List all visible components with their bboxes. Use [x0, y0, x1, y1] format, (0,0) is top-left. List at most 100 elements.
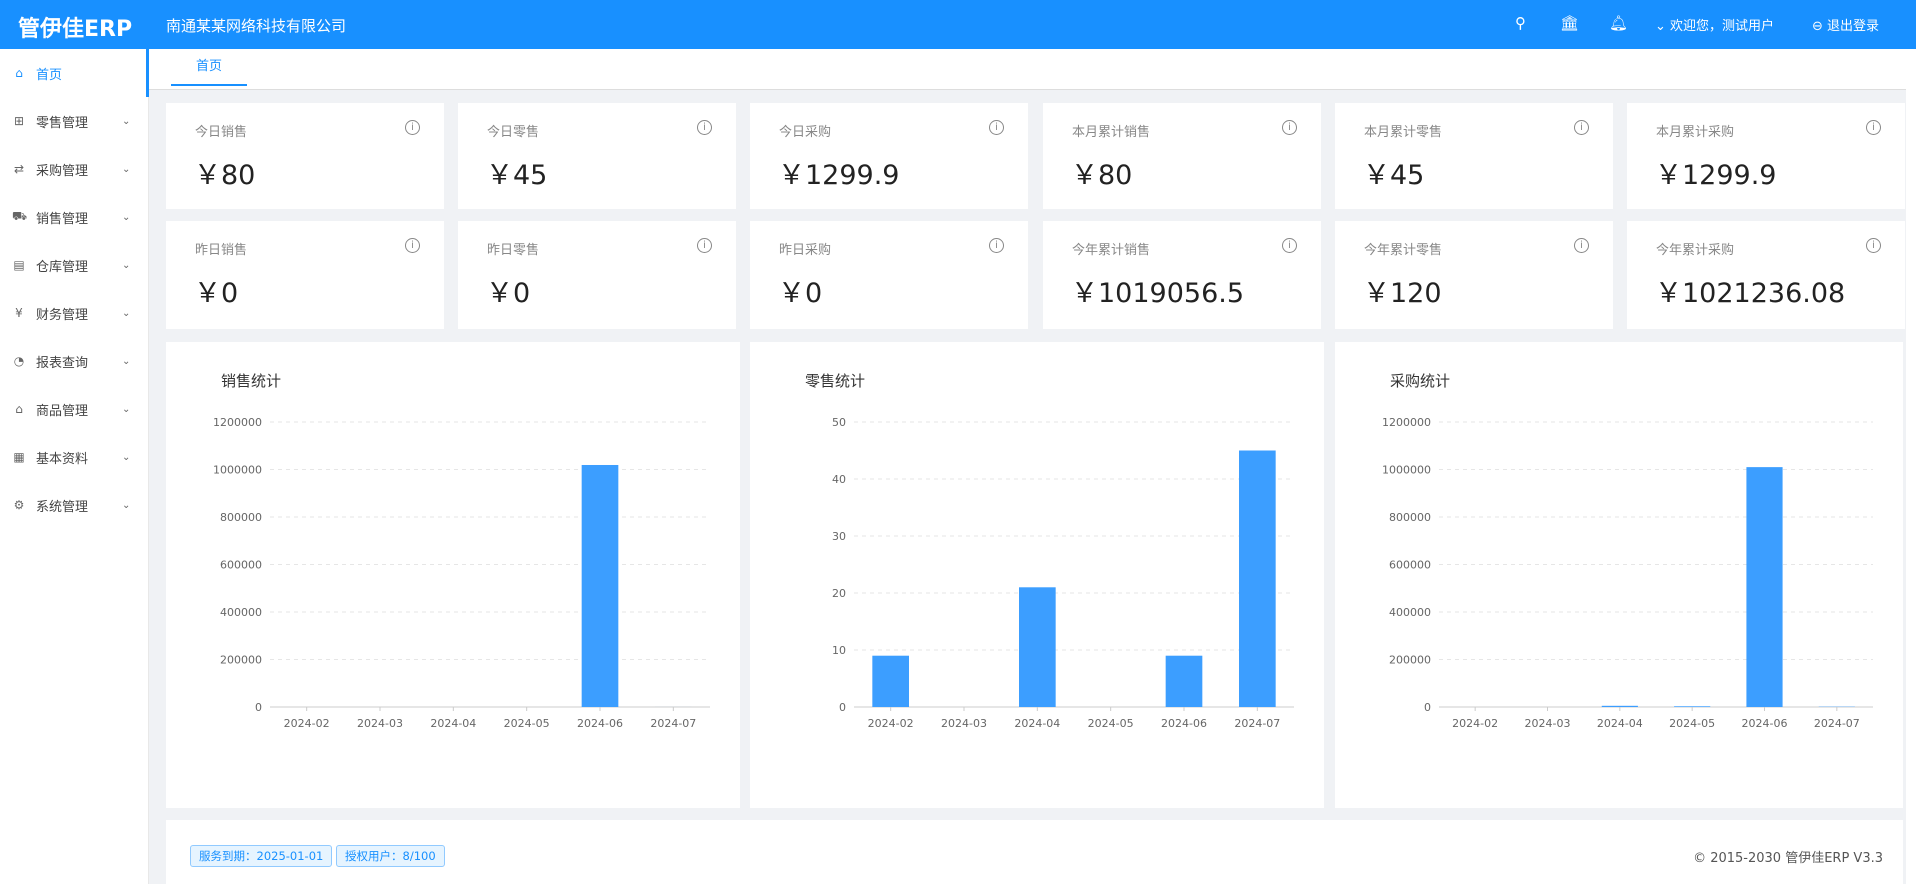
info-icon[interactable]: i	[405, 120, 420, 135]
sidebar-item-label: 仓库管理	[36, 259, 89, 275]
y-tick-label: 800000	[220, 511, 262, 524]
x-tick-label: 2024-04	[1014, 717, 1060, 730]
bar-chart: 0 200000 400000 600000 800000 1000000 1200000 2…	[213, 416, 710, 730]
tab-home[interactable]: 首页	[171, 49, 247, 86]
x-tick-label: 2024-07	[1234, 717, 1280, 730]
company-name: 南通某某网络科技有限公司	[166, 17, 347, 35]
bar[interactable]	[1019, 587, 1056, 707]
x-tick-label: 2024-04	[430, 717, 476, 730]
y-tick-label: 1000000	[1382, 464, 1431, 477]
sidebar-item-label: 首页	[36, 67, 63, 83]
sidebar-item-8[interactable]: ▦ 基本资料 ⌄	[0, 433, 149, 481]
bar[interactable]	[1165, 655, 1203, 707]
setting-icon: ⚙	[13, 498, 25, 512]
stat-title: 昨日采购	[779, 243, 832, 258]
logout-button[interactable]: ⊖ 退出登录	[1812, 15, 1879, 34]
x-tick-label: 2024-05	[1669, 717, 1715, 730]
y-tick-label: 1000000	[213, 464, 262, 477]
app-logo[interactable]: 管伊佳ERP	[18, 17, 133, 42]
y-tick-label: 400000	[1389, 606, 1431, 619]
bank-icon[interactable]: 🏛︎	[1560, 14, 1580, 32]
scrollbar[interactable]	[1906, 49, 1916, 884]
logout-label: 退出登录	[1827, 19, 1880, 34]
y-tick-label: 20	[832, 587, 846, 600]
stat-value: ￥1299.9	[1655, 160, 1777, 191]
bar[interactable]	[1601, 705, 1638, 707]
stat-card: 昨日零售 i ￥0	[458, 221, 736, 329]
chevron-down-icon: ⌄	[122, 451, 131, 463]
stat-value: ￥45	[1363, 160, 1425, 191]
stat-value: ￥1019056.5	[1071, 278, 1245, 309]
x-tick-label: 2024-03	[1525, 717, 1571, 730]
sidebar-item-9[interactable]: ⚙ 系统管理 ⌄	[0, 481, 149, 529]
x-tick-label: 2024-06	[1742, 717, 1788, 730]
x-tick-label: 2024-06	[577, 717, 623, 730]
chevron-down-icon: ⌄	[122, 163, 131, 175]
x-tick-label: 2024-03	[941, 717, 987, 730]
sidebar-item-3[interactable]: ⛟ 销售管理 ⌄	[0, 193, 149, 241]
stat-value: ￥120	[1363, 278, 1442, 309]
stat-value: ￥0	[778, 278, 823, 309]
bar-chart: 0 10 20 30 40 50 2024-02 2024-03 2024-04 2024-05 2…	[832, 416, 1294, 730]
y-tick-label: 200000	[1389, 654, 1431, 667]
footer: 服务到期：2025-01-01 授权用户：8/100 © 2015-2030 管…	[166, 820, 1903, 884]
sidebar-item-6[interactable]: ◔ 报表查询 ⌄	[0, 337, 149, 385]
info-icon[interactable]: i	[989, 238, 1004, 253]
info-icon[interactable]: i	[989, 120, 1004, 135]
chevron-down-icon: ⌄	[122, 115, 131, 127]
stat-card: 昨日销售 i ￥0	[166, 221, 444, 329]
bar[interactable]	[1746, 467, 1783, 707]
cart-icon: ⛟	[12, 209, 28, 223]
info-icon[interactable]: i	[1574, 120, 1589, 135]
sidebar-item-7[interactable]: ⌂ 商品管理 ⌄	[0, 385, 149, 433]
search-icon[interactable]: ⚲	[1515, 14, 1526, 32]
chart-panel: 销售统计 0 200000 400000 600000 800000 1000000 1200…	[166, 342, 740, 808]
info-icon[interactable]: i	[405, 238, 420, 253]
sidebar-item-4[interactable]: ▤ 仓库管理 ⌄	[0, 241, 149, 289]
sidebar-item-0[interactable]: ⌂ 首页	[0, 49, 149, 97]
chart-title: 采购统计	[1390, 372, 1451, 390]
info-icon[interactable]: i	[1282, 238, 1297, 253]
bar[interactable]	[872, 655, 909, 707]
user-menu[interactable]: ⌄ 欢迎您，测试用户	[1655, 15, 1774, 34]
stat-value: ￥0	[194, 278, 239, 309]
stat-title: 今日零售	[487, 125, 540, 140]
x-tick-label: 2024-02	[1452, 717, 1498, 730]
x-tick-label: 2024-07	[1814, 717, 1860, 730]
info-icon[interactable]: i	[697, 238, 712, 253]
sidebar-item-1[interactable]: ⊞ 零售管理 ⌄	[0, 97, 149, 145]
bell-icon[interactable]: 🔔︎	[1609, 14, 1629, 32]
stat-card: 今日销售 i ￥80	[166, 103, 444, 209]
sidebar: ⌂ 首页 ⊞ 零售管理 ⌄ ⇄ 采购管理 ⌄ ⛟ 销售管理 ⌄ ▤ 仓库管理 ⌄ ¥ 财务管理 ⌄ ◔ 报表查询 ⌄ ⌂…	[0, 49, 149, 884]
sidebar-item-5[interactable]: ¥ 财务管理 ⌄	[0, 289, 149, 337]
sidebar-item-2[interactable]: ⇄ 采购管理 ⌄	[0, 145, 149, 193]
info-icon[interactable]: i	[697, 120, 712, 135]
info-icon[interactable]: i	[1866, 120, 1881, 135]
chart-panel: 采购统计 0 200000 400000 600000 800000 1000000 1200…	[1335, 342, 1903, 808]
info-icon[interactable]: i	[1574, 238, 1589, 253]
y-tick-label: 50	[832, 416, 846, 429]
info-icon[interactable]: i	[1866, 238, 1881, 253]
stat-card: 今日零售 i ￥45	[458, 103, 736, 209]
sidebar-item-label: 财务管理	[36, 307, 89, 323]
y-tick-label: 800000	[1389, 511, 1431, 524]
chevron-down-icon: ⌄	[122, 259, 131, 271]
stat-card: 今年累计销售 i ￥1019056.5	[1043, 221, 1321, 329]
stat-value: ￥1299.9	[778, 160, 900, 191]
bar[interactable]	[581, 464, 619, 707]
info-icon[interactable]: i	[1282, 120, 1297, 135]
stat-title: 今年累计采购	[1656, 243, 1735, 258]
bar[interactable]	[1239, 450, 1276, 708]
chevron-down-icon: ⌄	[122, 403, 131, 415]
account-book-icon: ¥	[15, 306, 23, 320]
chevron-down-icon: ⌄	[122, 211, 131, 223]
logout-icon: ⊖	[1812, 19, 1828, 34]
chart-title: 零售统计	[805, 372, 866, 390]
bar[interactable]	[1674, 706, 1711, 707]
sidebar-item-label: 商品管理	[36, 403, 89, 419]
stat-card: 今日采购 i ￥1299.9	[750, 103, 1028, 209]
stat-title: 今日采购	[779, 125, 832, 140]
copyright: © 2015-2030 管伊佳ERP V3.3	[1693, 851, 1883, 866]
tab-bar: 首页	[149, 49, 1916, 90]
user-dropdown-icon: ⌄	[1655, 19, 1671, 34]
